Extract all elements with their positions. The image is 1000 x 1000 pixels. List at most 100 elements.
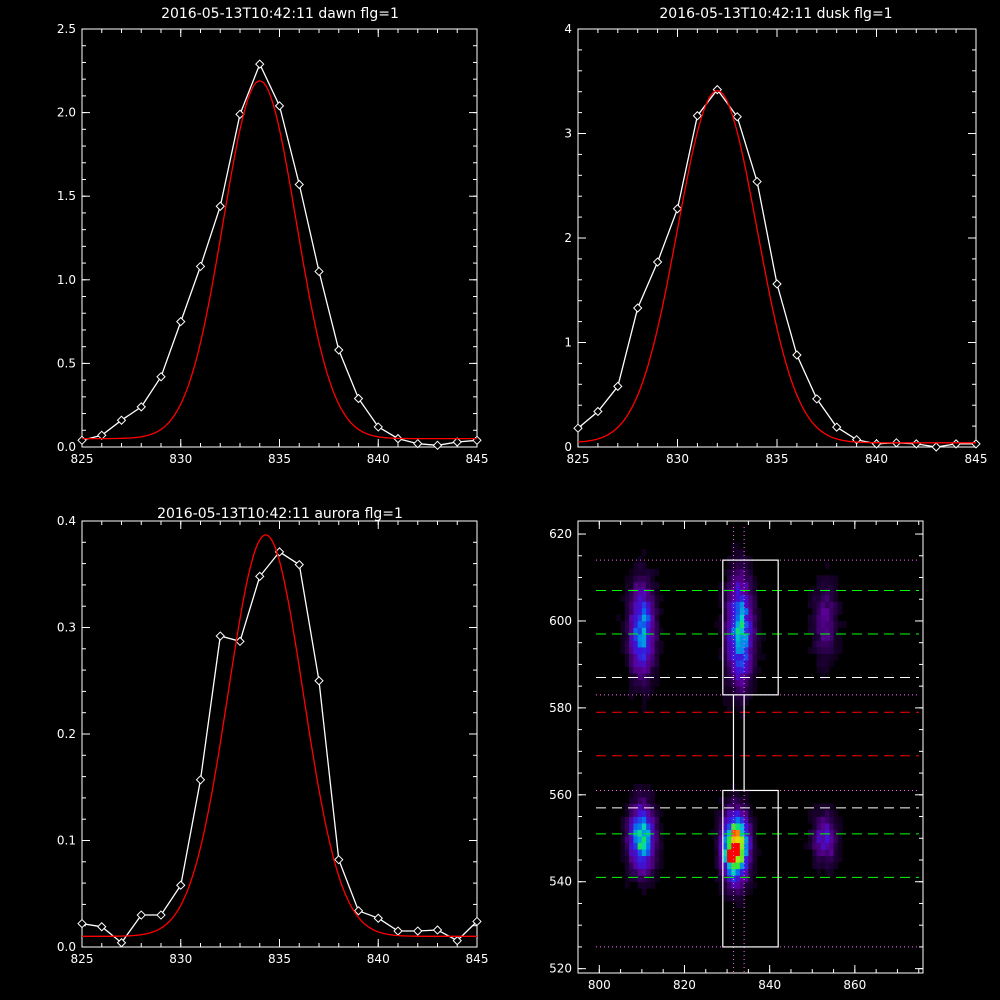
heatmap-cell — [722, 803, 728, 811]
heatmap-cell — [833, 647, 839, 654]
heatmap-cell — [816, 823, 822, 830]
aurora-x-tick-label: 835 — [268, 952, 291, 966]
heatmap-cell — [739, 823, 745, 830]
heatmap-cell — [837, 842, 843, 850]
heatmap-cell — [739, 575, 745, 583]
heatmap-cell — [748, 881, 754, 889]
heatmap-cell — [722, 699, 728, 707]
heatmap-cell — [722, 855, 728, 863]
heatmap-cell — [735, 607, 741, 615]
heatmap-cell — [654, 810, 660, 817]
heatmap-cell — [654, 803, 660, 811]
dawn-data-point — [77, 435, 87, 446]
heatmap-cell — [650, 823, 656, 830]
heatmap-cell — [816, 588, 822, 596]
heatmap-cell — [735, 894, 741, 902]
heatmap-cell — [646, 673, 651, 681]
heatmap-cell — [731, 647, 736, 654]
heatmap-cell — [624, 862, 630, 870]
heatmap-cell — [646, 647, 651, 654]
heatmap-cell — [722, 823, 728, 830]
heatmap-cell — [820, 634, 826, 641]
aurora-y-tick-label: 0.0 — [57, 940, 76, 954]
aurora-x-tick-label: 845 — [466, 952, 489, 966]
heatmap-cell — [825, 816, 830, 824]
heatmap-cell — [633, 836, 639, 844]
heatmap-cell — [641, 705, 647, 713]
heatmap-cell — [629, 855, 634, 863]
heatmap-cell — [629, 686, 634, 694]
dawn-x-tick-label: 830 — [169, 452, 192, 466]
heatmap-cell — [727, 705, 732, 713]
dusk-y-tick-label: 4 — [564, 22, 572, 36]
heatmap-cell — [658, 849, 664, 857]
heatmap-cell — [735, 666, 741, 674]
heatmap-cell — [752, 673, 758, 681]
heatmap-cell — [825, 594, 830, 602]
aurora-plot-frame — [81, 520, 478, 948]
heatmap-cell — [816, 666, 822, 674]
dawn-data-point — [373, 422, 383, 432]
dusk-y-tick-label: 0 — [564, 440, 572, 454]
heatmap-cell — [650, 875, 656, 883]
heatmap-cell — [620, 816, 626, 824]
heatmap-cell — [756, 607, 762, 615]
aurora-data-point — [156, 910, 166, 920]
heatmap-cell — [825, 607, 830, 615]
heatmap-cell — [744, 888, 749, 896]
heatmap-cell — [650, 568, 656, 576]
aurora-data-point — [334, 854, 344, 865]
heatmap-cell — [718, 601, 724, 609]
heatmap-cell — [739, 562, 745, 570]
heatmap-cell — [727, 699, 732, 707]
heatmap-cell — [816, 640, 822, 648]
aurora-data-point — [215, 631, 225, 641]
heatmap-cell — [641, 601, 647, 609]
heatmap-cell — [616, 614, 621, 622]
heatmap-cell — [620, 823, 626, 830]
heatmap-cell — [825, 836, 830, 844]
heatmap-cell — [727, 653, 732, 661]
heatmap-cell — [654, 634, 660, 641]
heatmap-cell — [825, 660, 830, 667]
dawn-y-tick-label: 1.5 — [57, 189, 76, 203]
heatmap-cell — [748, 594, 754, 602]
heatmap-cell — [629, 647, 634, 654]
heatmap-cell — [735, 627, 741, 635]
heatmap-cell — [837, 607, 843, 615]
heatmap-cell — [727, 692, 732, 700]
heatmap-cell — [637, 607, 643, 615]
aurora-data-point — [373, 913, 383, 923]
heatmap-cell — [739, 549, 745, 557]
heatmap-cell — [820, 607, 826, 615]
heatmap-cell — [735, 686, 741, 694]
dusk-data-point — [831, 422, 842, 432]
heatmap-cell — [829, 810, 834, 817]
dawn-spectrum-panel: 2016-05-13T10:42:11 dawn flg=1 825 830 835… — [57, 6, 489, 466]
heatmap-cell — [633, 679, 639, 687]
heatmap-cell — [646, 816, 651, 824]
heatmap-cell — [744, 803, 749, 811]
aurora-x-tick-label: 830 — [169, 952, 192, 966]
heatmap-cell — [624, 620, 630, 628]
heatmap-cell — [727, 620, 732, 628]
heatmap-cell — [752, 868, 758, 876]
heatmap-cell — [731, 686, 736, 694]
heatmap-cell — [722, 666, 728, 674]
heatmap-cell — [829, 660, 834, 667]
heatmap-cell — [744, 660, 749, 667]
heatmap-cell — [637, 666, 643, 674]
dusk-data-point — [613, 381, 623, 392]
heatmap-cell — [727, 796, 732, 804]
heatmap-cell — [833, 862, 839, 870]
heatmap-cell — [633, 568, 639, 576]
heatmap-cell — [641, 829, 647, 837]
heatmap-cell — [744, 581, 749, 589]
heatmap-cell — [748, 568, 754, 576]
heatmap-cell — [744, 816, 749, 824]
heatmap-cell — [829, 588, 834, 596]
heatmap-cell — [722, 614, 728, 622]
heatmap-cell — [756, 634, 762, 641]
heatmap-cell — [812, 640, 817, 648]
heatmap-cell — [650, 660, 656, 667]
